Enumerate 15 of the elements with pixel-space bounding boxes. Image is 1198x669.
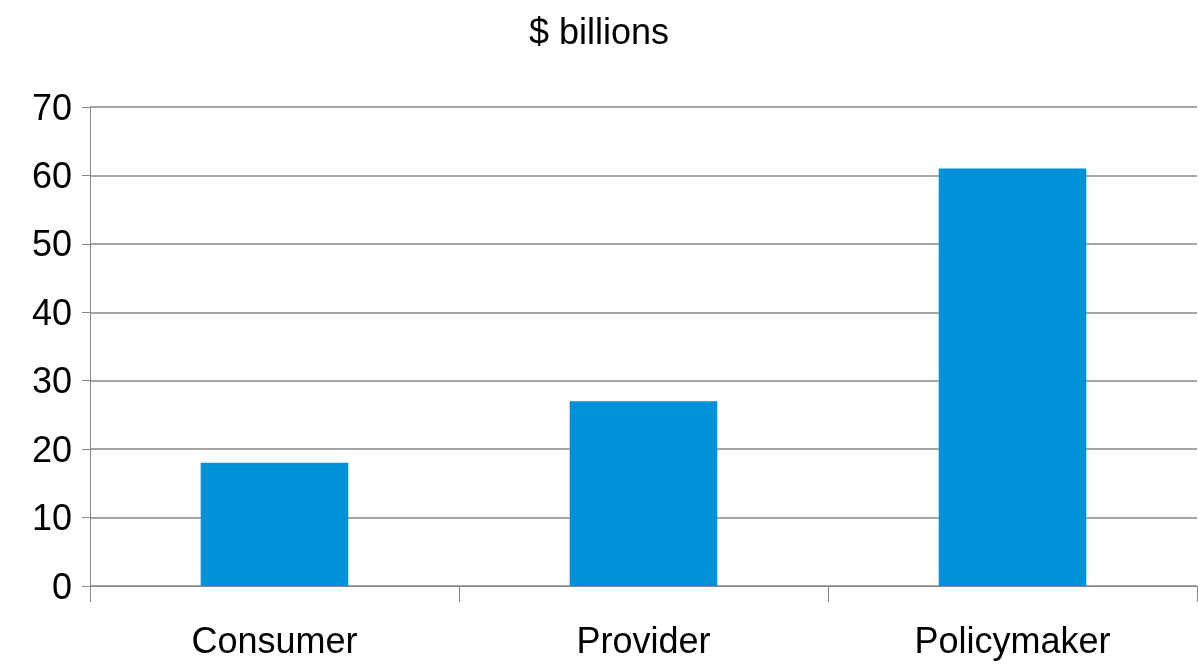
bar: [569, 401, 718, 586]
x-tick-label: Provider: [576, 619, 711, 661]
x-tick-label: Policymaker: [914, 619, 1111, 661]
x-tick-label: Consumer: [191, 619, 358, 661]
y-tick-label: 70: [31, 86, 72, 128]
bar: [200, 462, 349, 586]
y-tick-label: 30: [31, 360, 72, 402]
y-tick-label: 10: [31, 497, 72, 539]
bar: [938, 168, 1087, 586]
chart-title: $ billions: [528, 10, 670, 52]
y-tick-label: 60: [31, 154, 72, 196]
y-tick-label: 40: [31, 291, 72, 333]
y-tick-label: 50: [31, 223, 72, 265]
y-tick-label: 20: [31, 428, 72, 470]
y-tick-label: 0: [51, 565, 72, 607]
